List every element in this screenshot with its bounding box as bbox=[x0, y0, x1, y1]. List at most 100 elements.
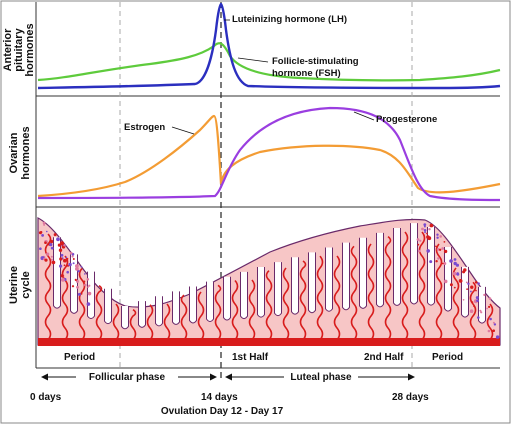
shed-dot bbox=[63, 264, 66, 267]
shed-dot bbox=[470, 290, 472, 293]
shed-dot bbox=[60, 253, 64, 257]
shed-dot bbox=[477, 282, 480, 285]
fsh-label-line-2: hormone (FSH) bbox=[272, 68, 341, 79]
shed-dot bbox=[75, 267, 79, 271]
gland bbox=[138, 301, 146, 328]
blood-vessel bbox=[333, 255, 341, 341]
fsh-label-leader bbox=[237, 57, 269, 63]
shed-dot bbox=[438, 248, 442, 251]
axis-start-label: 0 days bbox=[30, 392, 62, 403]
gland bbox=[104, 288, 112, 325]
shed-dot bbox=[57, 243, 62, 247]
shed-dot bbox=[53, 233, 57, 237]
gland bbox=[308, 252, 316, 314]
shed-dot bbox=[427, 236, 432, 241]
shed-dot bbox=[452, 271, 457, 276]
shed-dot bbox=[458, 279, 463, 283]
shed-dot bbox=[443, 241, 446, 243]
gland bbox=[461, 266, 469, 318]
shed-dot bbox=[475, 289, 477, 292]
gland bbox=[325, 247, 333, 312]
shed-dot bbox=[46, 252, 50, 256]
shed-dot bbox=[69, 251, 73, 255]
shed-dot bbox=[417, 243, 420, 246]
shed-dot bbox=[449, 283, 453, 287]
shed-dot bbox=[441, 247, 445, 250]
shed-dot bbox=[84, 273, 86, 275]
shed-dot bbox=[63, 244, 66, 247]
shed-dot bbox=[50, 258, 53, 261]
second-half-label: 2nd Half bbox=[364, 352, 404, 363]
uterine-panel-label: Uterine cycle bbox=[8, 266, 32, 304]
shed-dot bbox=[436, 233, 439, 236]
shed-dot bbox=[443, 279, 448, 284]
shedding-dots bbox=[38, 221, 500, 339]
shed-dot bbox=[71, 255, 74, 258]
shed-dot bbox=[84, 283, 87, 287]
shed-dot bbox=[56, 237, 60, 242]
axis-middle-label: 14 days bbox=[201, 392, 238, 403]
shed-dot bbox=[479, 309, 482, 312]
shed-dot bbox=[50, 255, 53, 258]
gland bbox=[359, 237, 367, 309]
shed-dot bbox=[470, 285, 474, 289]
shed-dot bbox=[60, 274, 64, 278]
shed-dot bbox=[44, 258, 48, 262]
blood-vessel bbox=[44, 233, 52, 341]
shed-dot bbox=[453, 261, 457, 266]
blood-vessel bbox=[435, 243, 443, 341]
shed-dot bbox=[436, 248, 440, 251]
shed-dot bbox=[59, 257, 63, 261]
estrogen-curve bbox=[37, 114, 501, 198]
blood-vessels bbox=[44, 231, 494, 341]
blood-vessel bbox=[248, 279, 256, 341]
shed-dot bbox=[453, 286, 456, 289]
blood-vessel bbox=[129, 309, 137, 341]
shed-dot bbox=[61, 278, 65, 282]
endometrial-glands bbox=[53, 223, 486, 330]
gland bbox=[291, 257, 299, 315]
shed-dot bbox=[488, 297, 492, 300]
shed-dot bbox=[467, 282, 470, 285]
shed-dot bbox=[75, 264, 79, 268]
gland bbox=[393, 228, 401, 306]
gland bbox=[342, 242, 350, 311]
follicular-phase-label: Follicular phase bbox=[89, 372, 166, 383]
shed-dot bbox=[77, 292, 81, 296]
gland bbox=[121, 306, 129, 330]
shed-dot bbox=[423, 229, 427, 232]
shed-dot bbox=[83, 280, 86, 283]
shed-dot bbox=[43, 223, 46, 226]
shed-dot bbox=[465, 281, 468, 284]
shed-dot bbox=[87, 286, 89, 288]
blood-vessel bbox=[180, 294, 188, 341]
shed-dot bbox=[76, 285, 79, 289]
shed-dot bbox=[58, 248, 63, 252]
blood-vessel bbox=[231, 279, 239, 341]
ovarian-label-line-1: Ovarian bbox=[8, 132, 20, 173]
blood-vessel bbox=[299, 260, 307, 341]
gland bbox=[240, 271, 248, 320]
gland bbox=[53, 237, 61, 309]
follicular-label-bg bbox=[76, 370, 178, 383]
shed-dot bbox=[487, 329, 491, 333]
shed-dot bbox=[86, 278, 90, 281]
shed-dot bbox=[428, 228, 431, 231]
blood-vessel bbox=[197, 291, 205, 341]
shed-dot bbox=[439, 235, 443, 238]
shed-dot bbox=[429, 260, 433, 264]
progesterone-label-leader bbox=[353, 111, 375, 121]
shed-dot bbox=[80, 292, 83, 295]
shed-dot bbox=[42, 221, 46, 225]
period-left-label: Period bbox=[64, 352, 95, 363]
progesterone-label: Progesterone bbox=[376, 114, 437, 125]
shed-dot bbox=[476, 299, 479, 302]
estrogen-label: Estrogen bbox=[124, 122, 165, 133]
shed-dot bbox=[477, 316, 480, 319]
ovarian-panel-label: Ovarian hormones bbox=[8, 126, 32, 179]
shed-dot bbox=[39, 247, 42, 250]
shed-dot bbox=[88, 293, 91, 296]
ovulation-label: Ovulation Day 12 - Day 17 bbox=[161, 406, 284, 417]
gland bbox=[206, 281, 214, 322]
